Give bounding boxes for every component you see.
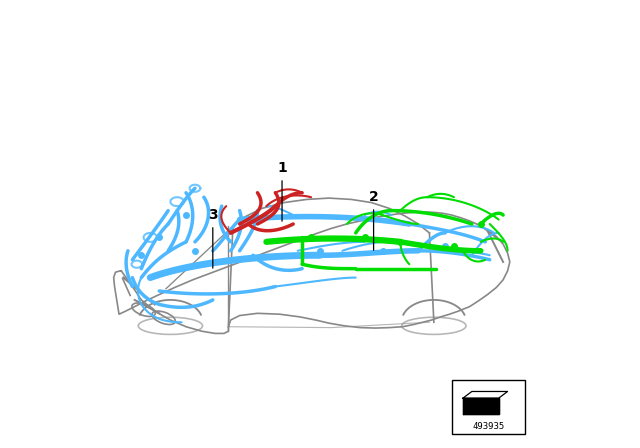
Text: 493935: 493935: [472, 422, 505, 431]
Polygon shape: [463, 392, 508, 398]
Polygon shape: [463, 398, 499, 414]
Text: 2: 2: [369, 190, 378, 204]
Text: 1: 1: [277, 161, 287, 175]
Text: 3: 3: [208, 208, 218, 222]
Bar: [452, 380, 525, 434]
